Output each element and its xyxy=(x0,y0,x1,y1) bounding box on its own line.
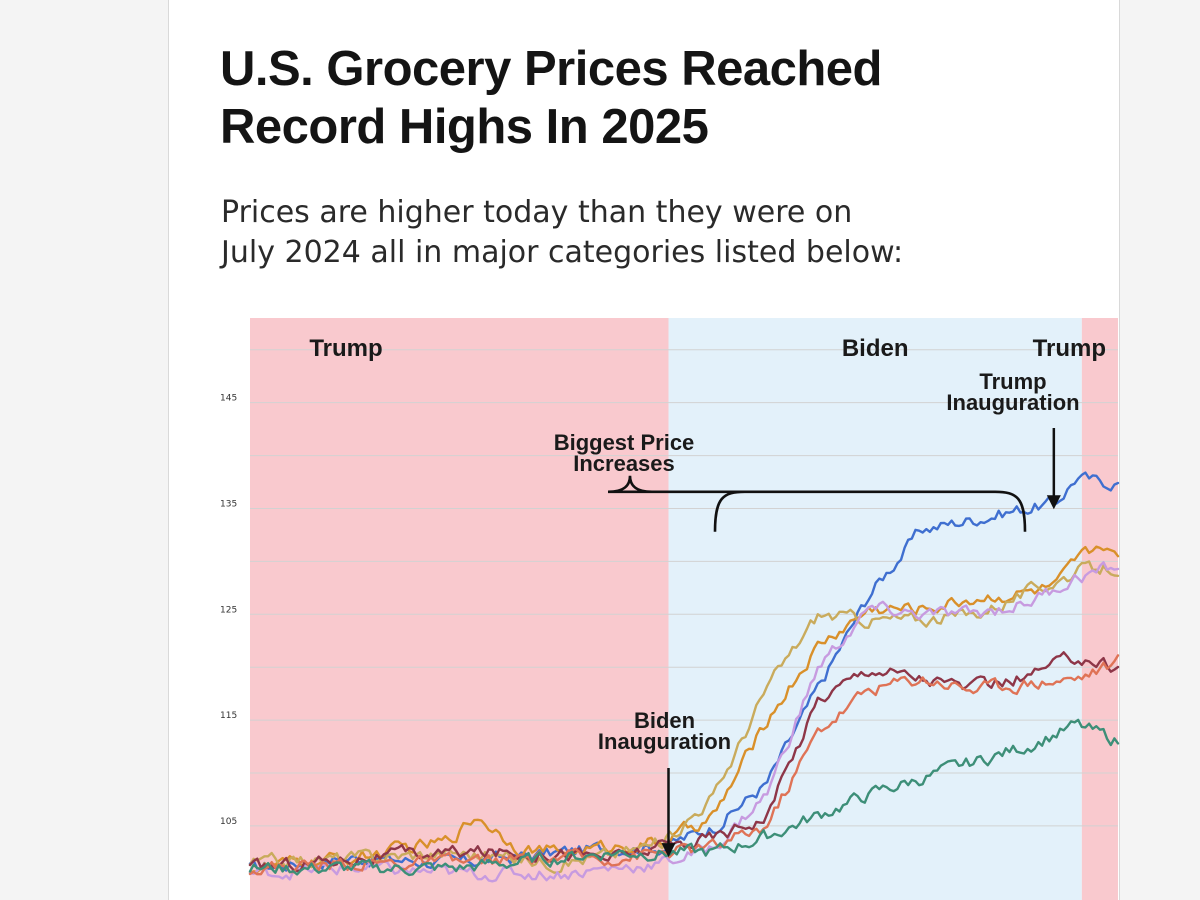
y-axis-ticks: 145 135 125 115 105 xyxy=(220,394,237,827)
annotation-label: Biggest Price xyxy=(554,430,695,455)
annotation-label: Inauguration xyxy=(946,390,1079,415)
era-labels: Trump Biden Trump xyxy=(309,335,1106,362)
y-tick-label: 135 xyxy=(220,499,237,509)
y-tick-label: 145 xyxy=(220,394,237,404)
annotation-brace xyxy=(607,475,1027,532)
series-line xyxy=(248,545,1120,874)
title-line-2: Record Highs In 2025 xyxy=(220,100,709,154)
annotation-arrowhead xyxy=(1046,495,1061,510)
series-lines xyxy=(248,471,1120,883)
annotation-label: Biden xyxy=(634,708,695,733)
title-line-1: U.S. Grocery Prices Reached xyxy=(220,42,882,96)
chart-subtitle: Prices are higher today than they were o… xyxy=(221,193,1101,273)
series-line xyxy=(248,561,1120,883)
y-tick-label: 105 xyxy=(220,817,237,827)
era-label: Biden xyxy=(842,335,909,362)
era-label: Trump xyxy=(309,335,382,362)
era-label: Trump xyxy=(1033,335,1106,362)
annotation-arrowhead xyxy=(661,843,676,858)
series-line xyxy=(248,654,1120,876)
era-band-trump xyxy=(1081,318,1118,900)
y-tick-label: 125 xyxy=(220,605,237,615)
era-band-trump xyxy=(250,318,669,900)
series-line xyxy=(248,651,1120,873)
subtitle-line-2: July 2024 all in major categories listed… xyxy=(221,235,904,270)
series-line xyxy=(248,471,1120,872)
series-line xyxy=(248,560,1120,875)
annotation-label: Trump xyxy=(979,369,1046,394)
annotation-label: Inauguration xyxy=(598,729,731,754)
series-line xyxy=(248,718,1120,877)
annotations: BidenInaugurationTrumpInaugurationBigges… xyxy=(554,369,1080,858)
annotation-label: Increases xyxy=(573,451,675,476)
chart-title: U.S. Grocery Prices Reached Record Highs… xyxy=(220,40,1100,156)
subtitle-line-1: Prices are higher today than they were o… xyxy=(221,195,853,230)
y-tick-label: 115 xyxy=(220,711,237,721)
